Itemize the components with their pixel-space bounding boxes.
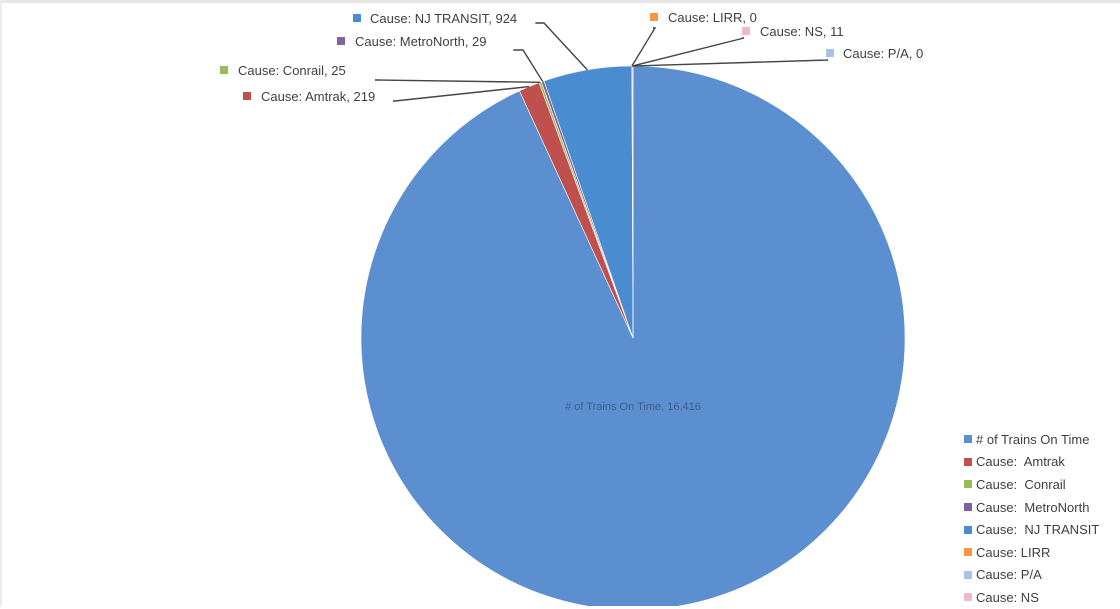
leader-line-cause-amtrak [393, 85, 530, 102]
leader-line-cause-metronorth [513, 49, 544, 82]
chart-legend: # of Trains On Time Cause: Amtrak Cause: C… [964, 428, 1114, 609]
legend-label-cause-nj-transit: Cause: NJ TRANSIT [976, 522, 1100, 538]
legend-swatch-of-trains-on-time [964, 435, 972, 444]
leader-line-cause-ns [632, 37, 745, 67]
legend-item-cause-ns: Cause: NS [964, 586, 1114, 609]
legend-swatch-cause-lirr [964, 548, 972, 557]
data-label-swatch-cause-p-a [826, 49, 834, 57]
leader-line-cause-nj-transit [535, 22, 588, 71]
data-label-cause-ns: Cause: NS, 11 [760, 24, 844, 39]
chart-frame-top-edge [0, 0, 1120, 3]
data-label-swatch-cause-nj-transit [353, 14, 361, 22]
data-label-cause-amtrak: Cause: Amtrak, 219 [261, 89, 375, 104]
data-label-of-trains-on-time: # of Trains On Time, 16,416 [565, 401, 701, 413]
data-label-swatch-cause-metronorth [337, 37, 345, 45]
legend-label-cause-conrail: Cause: Conrail [976, 476, 1066, 492]
legend-item-cause-amtrak: Cause: Amtrak [964, 451, 1114, 474]
data-label-swatch-cause-lirr [650, 13, 658, 21]
legend-swatch-cause-nj-transit [964, 525, 972, 534]
data-label-swatch-cause-ns [742, 27, 750, 35]
leader-line-cause-conrail [374, 79, 541, 84]
legend-item-cause-conrail: Cause: Conrail [964, 473, 1114, 496]
legend-item-of-trains-on-time: # of Trains On Time [964, 428, 1114, 451]
data-label-cause-lirr: Cause: LIRR, 0 [668, 10, 757, 25]
legend-label-cause-ns: Cause: NS [976, 589, 1039, 605]
data-label-cause-metronorth: Cause: MetroNorth, 29 [355, 34, 487, 49]
leader-line-cause-p-a [631, 59, 829, 67]
legend-label-cause-metronorth: Cause: MetroNorth [976, 499, 1090, 515]
legend-label-cause-amtrak: Cause: Amtrak [976, 454, 1065, 470]
data-label-swatch-cause-amtrak [243, 92, 251, 100]
legend-swatch-cause-conrail [964, 480, 972, 489]
leader-line-cause-lirr [631, 27, 657, 67]
legend-swatch-cause-ns [964, 593, 972, 602]
legend-item-cause-nj-transit: Cause: NJ TRANSIT [964, 518, 1114, 541]
legend-label-of-trains-on-time: # of Trains On Time [976, 431, 1090, 447]
legend-swatch-cause-amtrak [964, 457, 972, 466]
chart-frame-left-edge [0, 0, 2, 606]
legend-label-cause-lirr: Cause: LIRR [976, 544, 1051, 560]
legend-swatch-cause-metronorth [964, 503, 972, 512]
legend-item-cause-lirr: Cause: LIRR [964, 541, 1114, 564]
data-label-cause-nj-transit: Cause: NJ TRANSIT, 924 [370, 11, 517, 26]
data-label-cause-conrail: Cause: Conrail, 25 [238, 63, 346, 78]
legend-item-cause-p-a: Cause: P/A [964, 564, 1114, 587]
legend-label-cause-p-a: Cause: P/A [976, 567, 1042, 583]
data-label-cause-p-a: Cause: P/A, 0 [843, 46, 923, 61]
data-label-swatch-cause-conrail [220, 66, 228, 74]
legend-item-cause-metronorth: Cause: MetroNorth [964, 496, 1114, 519]
legend-swatch-cause-p-a [964, 570, 972, 579]
